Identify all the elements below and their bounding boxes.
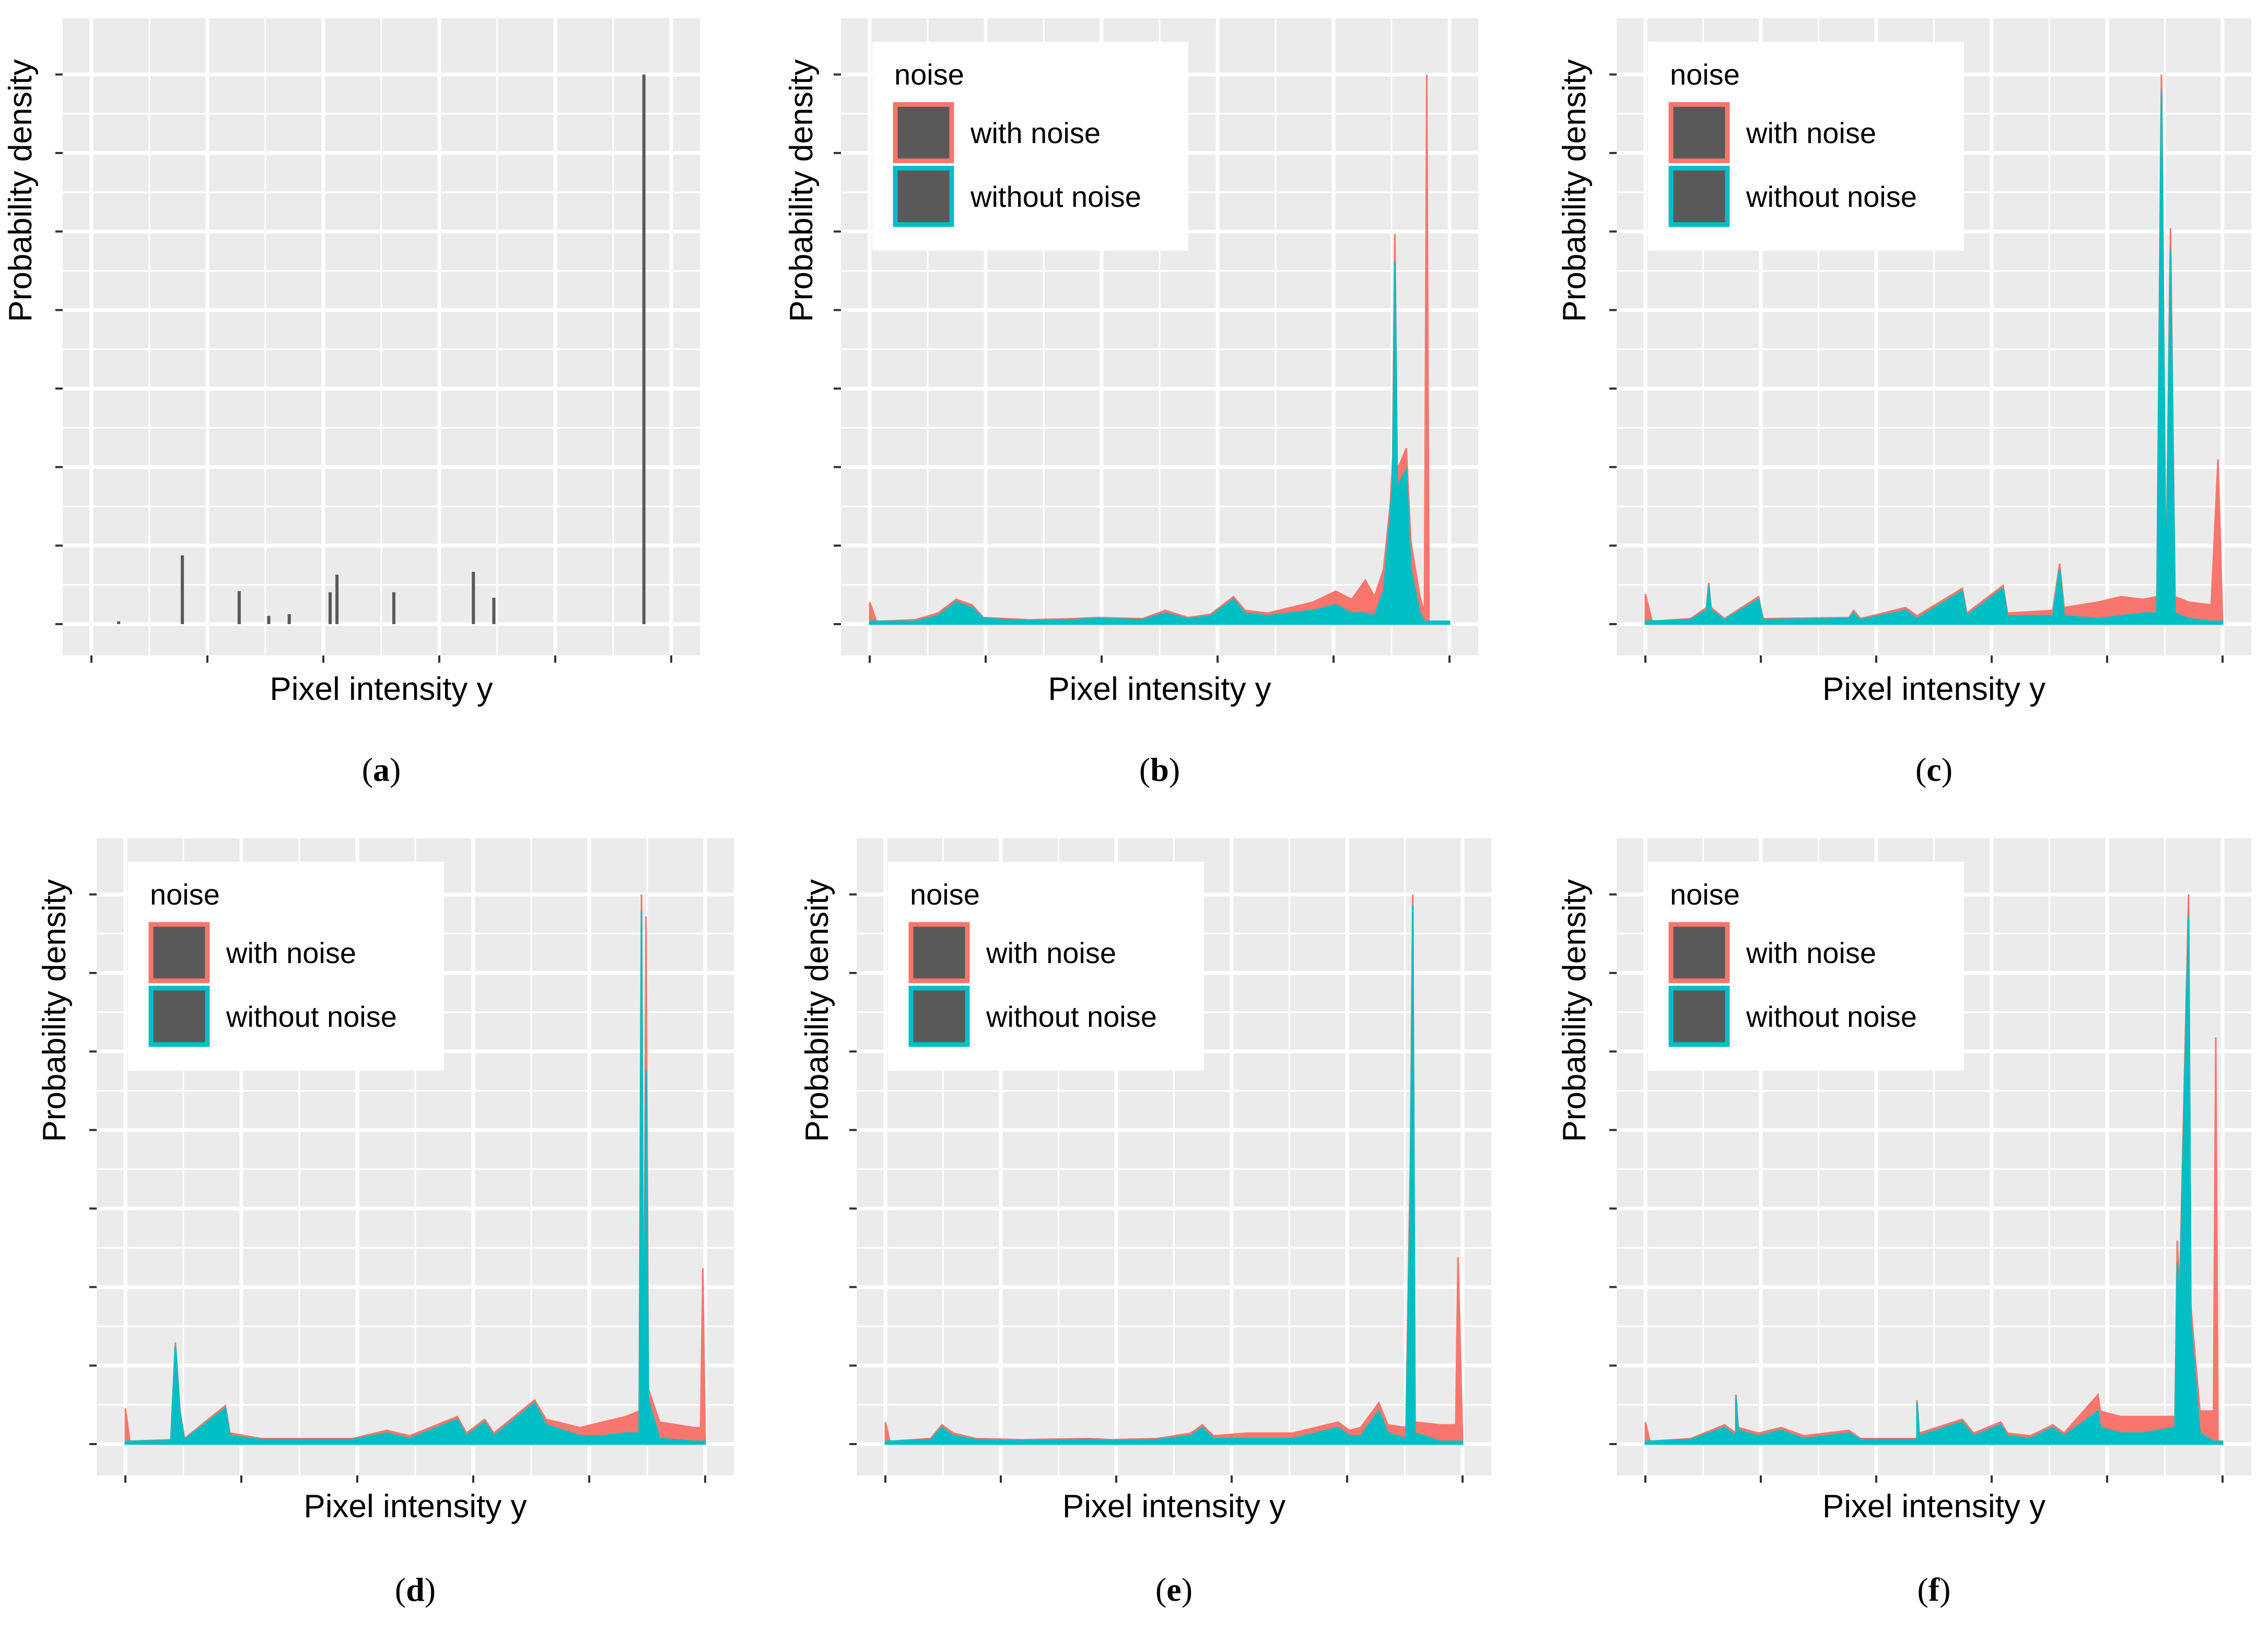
legend-title: noise: [150, 878, 220, 911]
legend-title: noise: [1670, 58, 1740, 91]
legend-label: with noise: [226, 936, 356, 969]
series-area-without-noise: [124, 911, 706, 1445]
legend-label: with noise: [970, 116, 1101, 149]
panel-caption: (b): [1139, 751, 1180, 788]
series-area-without-noise: [1644, 91, 2224, 625]
bar: [237, 591, 241, 624]
legend-title: noise: [894, 58, 964, 91]
x-axis-label: Pixel intensity y: [303, 1488, 527, 1525]
bar: [492, 597, 496, 624]
gridlines: [63, 18, 700, 655]
legend-key-without-noise: [1668, 166, 1730, 227]
legend-label: with noise: [986, 936, 1116, 969]
x-axis-label: Pixel intensity y: [1048, 671, 1271, 707]
legend-label: without noise: [226, 1000, 397, 1033]
panel-caption: (f): [1918, 1571, 1951, 1608]
y-axis-label: Probability density: [1557, 879, 1593, 1142]
y-axis-label: Probability density: [37, 879, 73, 1142]
legend-key-without-noise: [148, 986, 210, 1047]
legend-label: with noise: [1746, 936, 1876, 969]
series-area-without-noise: [884, 905, 1464, 1445]
legend-key-with-noise: [908, 922, 970, 983]
panel-caption: (d): [395, 1571, 436, 1608]
bar: [335, 574, 339, 624]
series-area-with-noise: [884, 894, 1464, 1445]
legend-label: without noise: [1746, 1000, 1917, 1033]
chart-panel-a: Pixel intensity y Probability density (a): [3, 18, 700, 788]
y-axis-label: Probability density: [3, 59, 39, 322]
legend-key-with-noise: [148, 922, 210, 983]
series-area-without-noise: [1644, 916, 2224, 1445]
legend-title: noise: [910, 878, 980, 911]
legend-label: with noise: [1746, 116, 1876, 149]
legend-label: without noise: [986, 1000, 1157, 1033]
legend-label: without noise: [970, 180, 1141, 213]
series-area-without-noise: [869, 261, 1451, 625]
panel-caption: (e): [1155, 1571, 1193, 1608]
data-marks: [1644, 74, 2224, 625]
bar: [329, 592, 332, 624]
data-marks: [869, 74, 1451, 625]
panel-caption: (a): [362, 751, 401, 788]
y-axis-label: Probability density: [799, 879, 835, 1142]
data-marks: [1644, 894, 2224, 1445]
y-axis-label: Probability density: [784, 59, 820, 322]
bar: [117, 621, 121, 624]
panel-caption: (c): [1915, 751, 1953, 788]
legend-key-with-noise: [1668, 922, 1730, 983]
bar: [642, 74, 646, 625]
x-axis-label: Pixel intensity y: [270, 671, 493, 707]
x-axis-label: Pixel intensity y: [1822, 671, 2045, 707]
y-axis-label: Probability density: [1557, 59, 1593, 322]
legend-title: noise: [1670, 878, 1740, 911]
data-marks: [884, 894, 1464, 1445]
legend-key-without-noise: [1668, 986, 1730, 1047]
legend-key-with-noise: [893, 102, 954, 163]
bar: [267, 616, 271, 624]
bar: [181, 555, 184, 624]
data-marks: [117, 74, 646, 625]
bar: [472, 572, 475, 624]
legend-key-without-noise: [908, 986, 970, 1047]
bar: [392, 592, 395, 624]
legend-label: without noise: [1746, 180, 1917, 213]
legend-key-with-noise: [1668, 102, 1730, 163]
bar: [287, 614, 291, 624]
x-axis-label: Pixel intensity y: [1062, 1488, 1285, 1525]
data-marks: [124, 894, 706, 1445]
x-axis-label: Pixel intensity y: [1822, 1488, 2045, 1525]
legend-key-without-noise: [893, 166, 954, 227]
